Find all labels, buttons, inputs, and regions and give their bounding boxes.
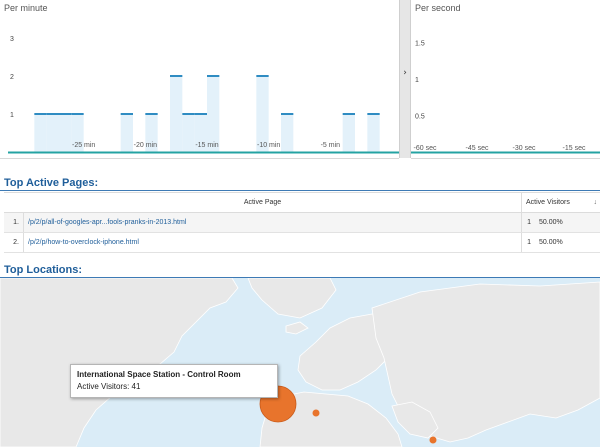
bar: [170, 76, 183, 152]
row-count: 1: [521, 232, 535, 253]
map-land-iceland: [285, 321, 309, 335]
table-row: 2. /p/2/p/how-to-overclock-iphone.html 1…: [4, 232, 600, 253]
bar: [281, 114, 294, 152]
x-tick-label: -25 min: [72, 142, 95, 149]
y-tick-label: 3: [10, 36, 14, 43]
x-tick-label: -15 sec: [563, 145, 586, 152]
panel-toggle[interactable]: ›: [399, 0, 411, 158]
bar: [256, 76, 269, 152]
col-active-page[interactable]: Active Page: [4, 192, 522, 213]
per-second-chart: 1.5 1 0.5 -60 sec -45 sec -30 sec -15 sec: [411, 41, 600, 154]
map-land-north-america: [0, 278, 239, 447]
bar: [207, 76, 220, 152]
top-locations-heading: Top Locations:: [4, 264, 83, 276]
bar: [59, 114, 72, 152]
y-tick-label: 1: [10, 112, 14, 119]
per-minute-chart: 3 2 1 -25 min -20 min -15 min -10 min -5 min: [8, 36, 399, 154]
row-count: 1: [521, 212, 535, 233]
map-land-asia: [371, 281, 600, 443]
row-rank: 1.: [4, 212, 24, 233]
bar: [145, 114, 158, 152]
top-pages-table: Active Page Active Visitors ↓ 1. /p/2/p/…: [4, 192, 600, 253]
bar: [342, 114, 355, 152]
map-land-arabia: [391, 401, 439, 439]
page-link[interactable]: /p/2/p/all-of-googles-apr...fools-pranks…: [28, 219, 187, 226]
location-marker-small[interactable]: [429, 436, 437, 444]
tooltip-body: Active Visitors: 41: [77, 382, 141, 391]
table-row: 1. /p/2/p/all-of-googles-apr...fools-pra…: [4, 212, 600, 233]
per-minute-title: Per minute: [4, 3, 48, 13]
x-tick-label: -30 sec: [513, 145, 536, 152]
location-marker-small[interactable]: [312, 409, 320, 417]
bar: [182, 114, 195, 152]
x-tick-label: -60 sec: [414, 145, 437, 152]
per-second-title: Per second: [415, 3, 461, 13]
row-rank: 2.: [4, 232, 24, 253]
bar: [71, 114, 84, 152]
world-map-svg: [0, 278, 600, 447]
bar: [194, 114, 207, 152]
bar: [46, 114, 59, 152]
y-tick-label: 1: [415, 77, 419, 84]
top-pages-heading: Top Active Pages:: [4, 177, 99, 189]
tooltip-title: International Space Station - Control Ro…: [77, 370, 241, 379]
x-tick-label: -10 min: [257, 142, 280, 149]
y-tick-label: 1.5: [415, 41, 425, 48]
table-header-row: Active Page Active Visitors ↓: [4, 192, 600, 213]
bar: [120, 114, 133, 152]
bar: [34, 114, 47, 152]
x-tick-label: -20 min: [134, 142, 157, 149]
per-second-panel: Per second 1.5 1 0.5 -60 sec -45 sec -30 sec -…: [411, 0, 600, 159]
col-active-visitors-label[interactable]: Active Visitors: [526, 199, 570, 206]
x-tick-label: -15 min: [195, 142, 218, 149]
y-tick-label: 2: [10, 74, 14, 81]
y-tick-label: 0.5: [415, 114, 425, 121]
page-link[interactable]: /p/2/p/how-to-overclock-iphone.html: [28, 239, 139, 246]
top-locations-rule: [0, 277, 600, 278]
x-tick-label: -45 sec: [466, 145, 489, 152]
top-pages-rule: [0, 190, 600, 191]
location-tooltip: International Space Station - Control Ro…: [70, 364, 278, 398]
bar: [367, 114, 380, 152]
map-land-greenland: [247, 278, 337, 319]
sort-arrow-icon[interactable]: ↓: [593, 199, 598, 206]
world-map[interactable]: [0, 278, 600, 447]
x-tick-label: -5 min: [321, 142, 341, 149]
col-active-visitors[interactable]: Active Visitors ↓: [521, 192, 600, 213]
per-minute-panel: Per minute 3 2 1 -25 min -20 min -15 min -10 m…: [0, 0, 399, 159]
row-percent: 50.00%: [535, 232, 600, 253]
row-percent: 50.00%: [535, 212, 600, 233]
chevron-right-icon[interactable]: ›: [403, 68, 407, 78]
